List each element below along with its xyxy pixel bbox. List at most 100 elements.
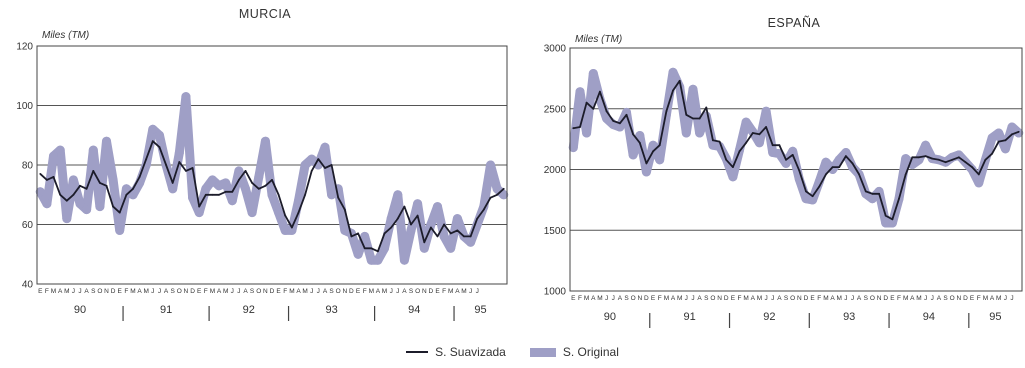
month-tick-espana: J [771, 295, 774, 302]
point-smoothed-espana [725, 158, 728, 161]
point-original-murcia [247, 208, 257, 218]
point-original-murcia [148, 124, 158, 134]
month-tick-murcia: M [302, 288, 307, 295]
point-smoothed-murcia [416, 214, 419, 217]
point-original-espana [788, 146, 798, 156]
point-smoothed-espana [771, 144, 774, 147]
point-smoothed-murcia [118, 211, 121, 214]
month-tick-espana: F [578, 295, 582, 302]
month-tick-murcia: J [469, 288, 472, 295]
point-smoothed-espana [692, 117, 694, 120]
point-smoothed-murcia [476, 217, 479, 220]
point-original-espana [708, 140, 718, 150]
point-smoothed-murcia [403, 205, 406, 208]
point-smoothed-espana [1017, 130, 1020, 133]
point-original-murcia [188, 193, 198, 203]
point-smoothed-espana [685, 113, 688, 116]
month-tick-murcia: E [118, 288, 123, 295]
month-tick-espana: A [830, 295, 835, 302]
month-tick-murcia: F [124, 288, 128, 295]
month-tick-murcia: J [237, 288, 240, 295]
point-original-murcia [194, 208, 204, 218]
point-original-murcia [82, 205, 92, 215]
month-tick-espana: M [823, 295, 828, 302]
point-original-murcia [294, 196, 303, 206]
month-tick-murcia: D [190, 288, 195, 295]
point-smoothed-murcia [79, 184, 81, 187]
point-original-espana [681, 128, 691, 138]
month-tick-espana: N [637, 295, 642, 302]
point-original-espana [821, 157, 831, 167]
month-tick-murcia: E [356, 288, 361, 295]
month-tick-murcia: D [270, 288, 275, 295]
ytick-espana-2000: 2000 [544, 165, 567, 176]
point-original-murcia [486, 160, 495, 170]
month-tick-murcia: N [342, 288, 347, 295]
point-original-murcia [254, 172, 264, 182]
point-original-murcia [380, 243, 389, 253]
unit-label-murcia: Miles (TM) [42, 30, 90, 41]
point-original-murcia [102, 136, 111, 146]
year-label-murcia-92: 92 [243, 304, 255, 316]
month-tick-murcia: A [402, 288, 407, 295]
point-smoothed-espana [1011, 133, 1013, 136]
month-tick-espana: J [844, 295, 847, 302]
point-original-espana [994, 128, 1004, 138]
month-tick-espana: J [612, 295, 615, 302]
month-tick-murcia: M [130, 288, 135, 295]
point-original-murcia [42, 199, 52, 209]
month-tick-murcia: O [177, 288, 182, 295]
point-original-murcia [386, 214, 396, 224]
point-smoothed-murcia [443, 223, 445, 226]
point-smoothed-murcia [65, 199, 68, 202]
point-original-murcia [307, 154, 317, 164]
month-tick-espana: O [870, 295, 875, 302]
point-original-espana [1000, 144, 1010, 154]
point-smoothed-murcia [502, 187, 505, 190]
month-tick-espana: F [977, 295, 981, 302]
point-smoothed-espana [712, 139, 714, 142]
month-tick-espana: A [910, 295, 915, 302]
point-original-espana [741, 117, 751, 127]
month-tick-murcia: M [461, 288, 466, 295]
point-original-murcia [452, 214, 462, 224]
point-original-murcia [274, 208, 284, 218]
ytick-espana-2500: 2500 [544, 104, 567, 115]
point-smoothed-espana [698, 117, 701, 120]
point-smoothed-murcia [218, 193, 220, 196]
point-original-murcia [439, 231, 449, 241]
month-tick-murcia: O [336, 288, 341, 295]
point-smoothed-murcia [185, 170, 187, 172]
point-smoothed-murcia [489, 196, 492, 199]
month-tick-espana: O [790, 295, 795, 302]
point-original-murcia [108, 175, 118, 185]
point-original-murcia [267, 190, 277, 200]
month-tick-espana: D [804, 295, 809, 302]
point-original-espana [748, 127, 758, 137]
point-smoothed-murcia [138, 176, 141, 178]
point-smoothed-murcia [370, 247, 373, 250]
point-original-murcia [433, 202, 442, 212]
point-smoothed-murcia [343, 208, 346, 211]
point-original-espana [628, 150, 638, 160]
month-tick-espana: M [757, 295, 762, 302]
point-original-espana [781, 158, 791, 168]
month-tick-espana: N [957, 295, 962, 302]
point-original-espana [1014, 128, 1024, 138]
point-smoothed-espana [745, 141, 747, 144]
point-smoothed-murcia [496, 193, 498, 196]
point-original-murcia [413, 199, 423, 209]
month-tick-espana: E [970, 295, 975, 302]
point-smoothed-espana [811, 195, 814, 198]
point-original-murcia [399, 255, 409, 265]
point-smoothed-murcia [350, 235, 353, 238]
month-tick-espana: A [697, 295, 702, 302]
point-original-murcia [360, 231, 370, 241]
chart-title-espana: ESPAÑA [767, 16, 821, 30]
point-smoothed-espana [751, 132, 754, 134]
month-tick-espana: M [743, 295, 748, 302]
month-tick-espana: D [724, 295, 729, 302]
point-smoothed-espana [579, 126, 581, 128]
point-original-espana [887, 218, 897, 228]
point-smoothed-murcia [105, 184, 108, 187]
